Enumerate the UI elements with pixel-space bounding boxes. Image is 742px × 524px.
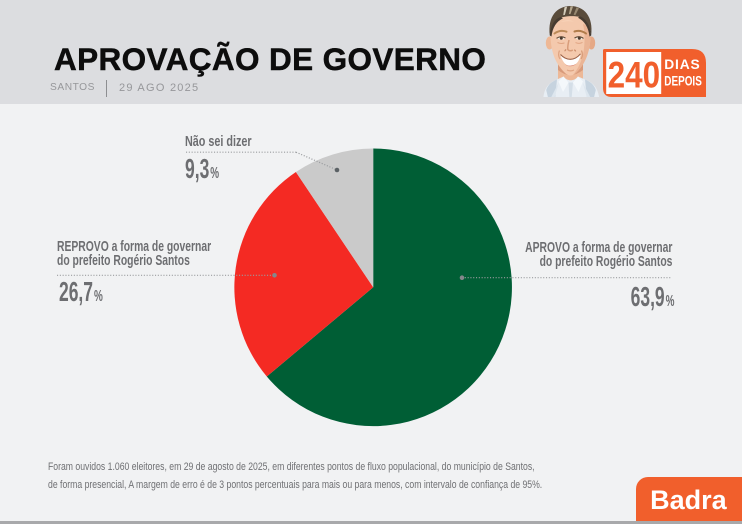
svg-text:DIAS: DIAS [665,57,701,72]
svg-text:240: 240 [608,55,660,96]
svg-text:DEPOIS: DEPOIS [665,72,703,88]
